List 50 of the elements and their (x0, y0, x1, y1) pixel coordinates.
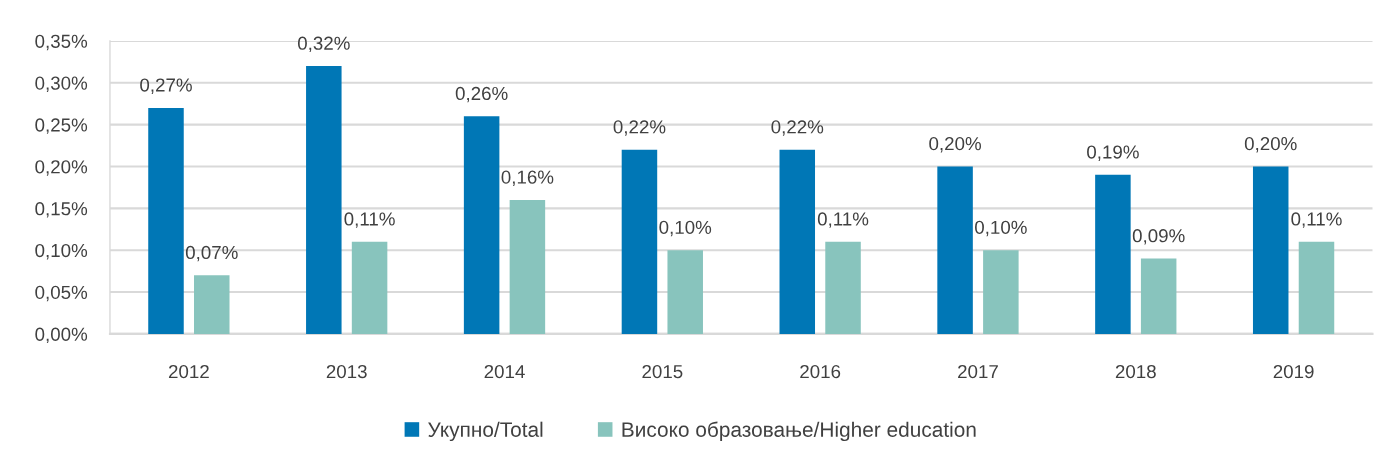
bar (937, 166, 973, 334)
bar (306, 66, 342, 334)
x-tick-label: 2017 (958, 364, 998, 379)
bar (667, 250, 703, 334)
bar (983, 250, 1019, 334)
x-tick-label: 2018 (1115, 364, 1156, 379)
x-tick-label: 2013 (326, 364, 367, 379)
data-label: 0,16% (501, 170, 554, 186)
bar (621, 149, 658, 334)
data-label: 0,20% (1244, 137, 1297, 153)
data-label: 0,22% (771, 120, 824, 136)
bar (194, 275, 230, 334)
bar (779, 149, 816, 334)
bar (509, 199, 546, 334)
bar (1298, 241, 1335, 334)
bar (463, 116, 500, 334)
data-label: 0,19% (1087, 145, 1139, 161)
bar (825, 241, 861, 334)
y-tick-label: 0,05% (35, 285, 88, 302)
y-tick-label: 0,15% (35, 202, 88, 218)
y-tick-label: 0,35% (35, 34, 88, 51)
bar (351, 241, 388, 334)
x-tick-label: 2012 (168, 364, 209, 379)
x-tick-label: 2019 (1273, 364, 1314, 379)
data-label: 0,10% (659, 220, 712, 237)
data-label: 0,22% (613, 120, 666, 136)
data-label: 0,07% (185, 245, 238, 262)
y-tick-label: 0,20% (35, 160, 88, 176)
y-tick-label: 0,30% (35, 76, 88, 92)
legend-label: Укупно/Total (428, 421, 543, 442)
data-label: 0,32% (297, 36, 350, 53)
data-label: 0,11% (1291, 212, 1342, 228)
y-tick-label: 0,00% (35, 327, 88, 344)
x-tick-label: 2014 (484, 364, 525, 379)
y-tick-label: 0,10% (35, 243, 88, 260)
data-label: 0,11% (344, 212, 395, 228)
data-label: 0,10% (975, 220, 1027, 237)
data-label: 0,09% (1132, 229, 1185, 245)
legend-label: Високо образовање/Higher education (622, 421, 976, 442)
bar (1095, 174, 1131, 334)
bar (1252, 166, 1289, 334)
data-label: 0,20% (929, 137, 981, 153)
bar (148, 107, 184, 334)
x-tick-label: 2016 (800, 364, 841, 379)
bar (1140, 258, 1177, 334)
data-label: 0,27% (140, 78, 192, 94)
data-label: 0,26% (455, 86, 508, 103)
y-tick-label: 0,25% (35, 118, 88, 134)
data-label: 0,11% (817, 212, 869, 228)
x-tick-label: 2015 (642, 364, 683, 379)
